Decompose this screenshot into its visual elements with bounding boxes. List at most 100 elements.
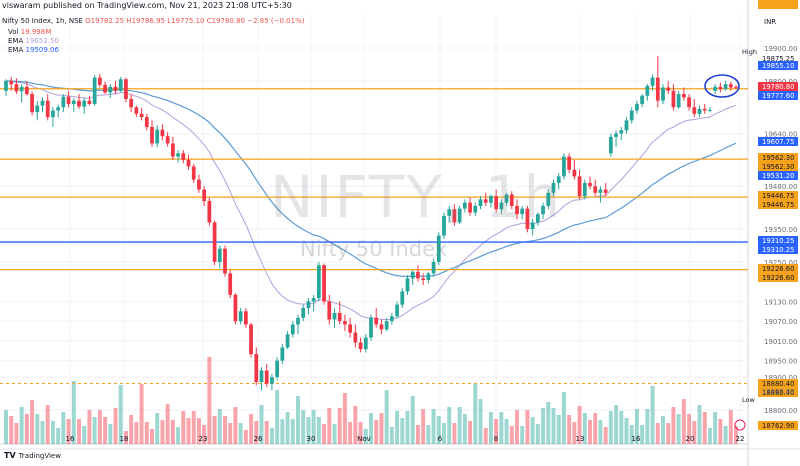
volume-bar bbox=[87, 410, 92, 444]
volume-bar bbox=[650, 386, 655, 444]
grid bbox=[0, 14, 748, 444]
volume-bar bbox=[488, 412, 493, 444]
time-tick-label: 18 bbox=[120, 435, 129, 443]
volume-bar bbox=[327, 408, 332, 444]
candle-body bbox=[285, 334, 290, 348]
candle-body bbox=[462, 202, 467, 209]
volume-bar bbox=[676, 414, 681, 444]
volume-bar bbox=[588, 420, 592, 444]
legend-label: Vol bbox=[8, 28, 19, 36]
volume-bar bbox=[30, 400, 35, 444]
legend-label: EMA bbox=[8, 46, 24, 54]
volume-bar bbox=[40, 421, 45, 444]
volume-bar bbox=[608, 411, 613, 444]
candle-body bbox=[306, 301, 311, 308]
candle-body bbox=[160, 129, 165, 137]
candle-body bbox=[45, 100, 50, 118]
price-label-text: 19310.25 bbox=[762, 246, 794, 254]
volume-bar bbox=[369, 413, 373, 444]
volume-bar bbox=[426, 425, 431, 444]
candle-body bbox=[593, 186, 598, 193]
candle-body bbox=[202, 189, 207, 202]
volume-bar bbox=[176, 427, 181, 444]
price-label-text: 18762.90 bbox=[762, 422, 794, 430]
volume-bar bbox=[223, 416, 227, 444]
price-label-box bbox=[758, 421, 798, 430]
ema-legend-1[interactable]: EMA 19652.50 bbox=[8, 37, 59, 45]
candle-body bbox=[588, 182, 592, 187]
volume-bar bbox=[186, 418, 191, 444]
volume-bar bbox=[535, 424, 540, 444]
price-label-box bbox=[758, 82, 798, 91]
volume-legend[interactable]: Vol 19.998M bbox=[8, 28, 51, 36]
candle-body bbox=[447, 209, 452, 216]
volume-bar bbox=[139, 384, 144, 444]
candle-body bbox=[290, 324, 295, 335]
candle-body bbox=[426, 273, 431, 281]
price-label-text: 19446.75 bbox=[762, 192, 794, 200]
volume-bar bbox=[82, 426, 87, 444]
price-tick-label: 19250.00 bbox=[764, 259, 797, 267]
candle-body bbox=[400, 291, 405, 305]
volume-bar bbox=[353, 406, 358, 444]
volume-bar bbox=[666, 423, 671, 444]
volume-bar bbox=[348, 422, 353, 444]
candle-body bbox=[24, 86, 29, 95]
price-label-text: 19446.75 bbox=[762, 201, 794, 209]
candle-body bbox=[676, 94, 681, 108]
price-label-text: 19777.60 bbox=[762, 92, 794, 100]
price-label-box bbox=[758, 388, 798, 397]
volume-bar bbox=[640, 425, 645, 444]
candle-body bbox=[19, 86, 24, 92]
volume-bar bbox=[285, 412, 290, 444]
volume-bar bbox=[123, 431, 128, 444]
ema-legend-2[interactable]: EMA 19509.06 bbox=[8, 46, 59, 54]
high-low-marker: High bbox=[742, 48, 757, 56]
volume-bar bbox=[207, 357, 212, 444]
candle-body bbox=[14, 84, 19, 92]
price-label-text: 18880.40 bbox=[762, 389, 794, 397]
volume-bar bbox=[661, 416, 665, 444]
candle-body bbox=[614, 133, 618, 137]
candle-body bbox=[301, 307, 306, 318]
volume-bar bbox=[598, 420, 603, 444]
volume-bar bbox=[66, 419, 71, 444]
volume-bar bbox=[713, 412, 718, 444]
volume-bar bbox=[212, 416, 217, 444]
volume-bar bbox=[170, 420, 175, 444]
circle-annotation bbox=[704, 74, 740, 98]
candle-body bbox=[608, 136, 613, 154]
candle-body bbox=[489, 196, 493, 203]
candle-body bbox=[51, 110, 55, 118]
volume-bar bbox=[14, 423, 19, 444]
candle-body bbox=[452, 209, 457, 223]
time-tick-label: 6 bbox=[438, 435, 443, 443]
volume-bar bbox=[436, 416, 441, 444]
candle-body bbox=[515, 205, 519, 215]
candle-body bbox=[718, 86, 723, 90]
candle-body bbox=[223, 248, 227, 274]
candle-body bbox=[176, 153, 180, 157]
volume-bar bbox=[728, 410, 733, 444]
time-axis: 16 18 23 26 30 Nov 6 8 13 16 20 22 bbox=[66, 435, 745, 443]
volume-bar bbox=[165, 404, 170, 444]
volume-bar bbox=[702, 412, 707, 444]
time-tick-label: 8 bbox=[494, 435, 498, 443]
volume-bar bbox=[515, 410, 519, 444]
candle-body bbox=[687, 97, 691, 108]
volume-bar bbox=[150, 429, 154, 444]
volume-bar bbox=[275, 390, 280, 444]
candle-body bbox=[238, 311, 243, 322]
volume-bar bbox=[619, 411, 624, 444]
candle-body bbox=[530, 222, 535, 229]
price-label-box bbox=[758, 273, 798, 282]
volume-bar bbox=[160, 420, 165, 444]
candle-body bbox=[191, 166, 196, 180]
symbol-info: Nifty 50 Index, 1h, NSE O19782.25 H19786… bbox=[2, 17, 304, 25]
candle-body bbox=[348, 324, 353, 333]
candle-body bbox=[92, 77, 97, 104]
time-tick-label: 20 bbox=[686, 435, 695, 443]
price-tick-label: 19350.00 bbox=[764, 226, 797, 234]
candle-body bbox=[186, 159, 191, 167]
